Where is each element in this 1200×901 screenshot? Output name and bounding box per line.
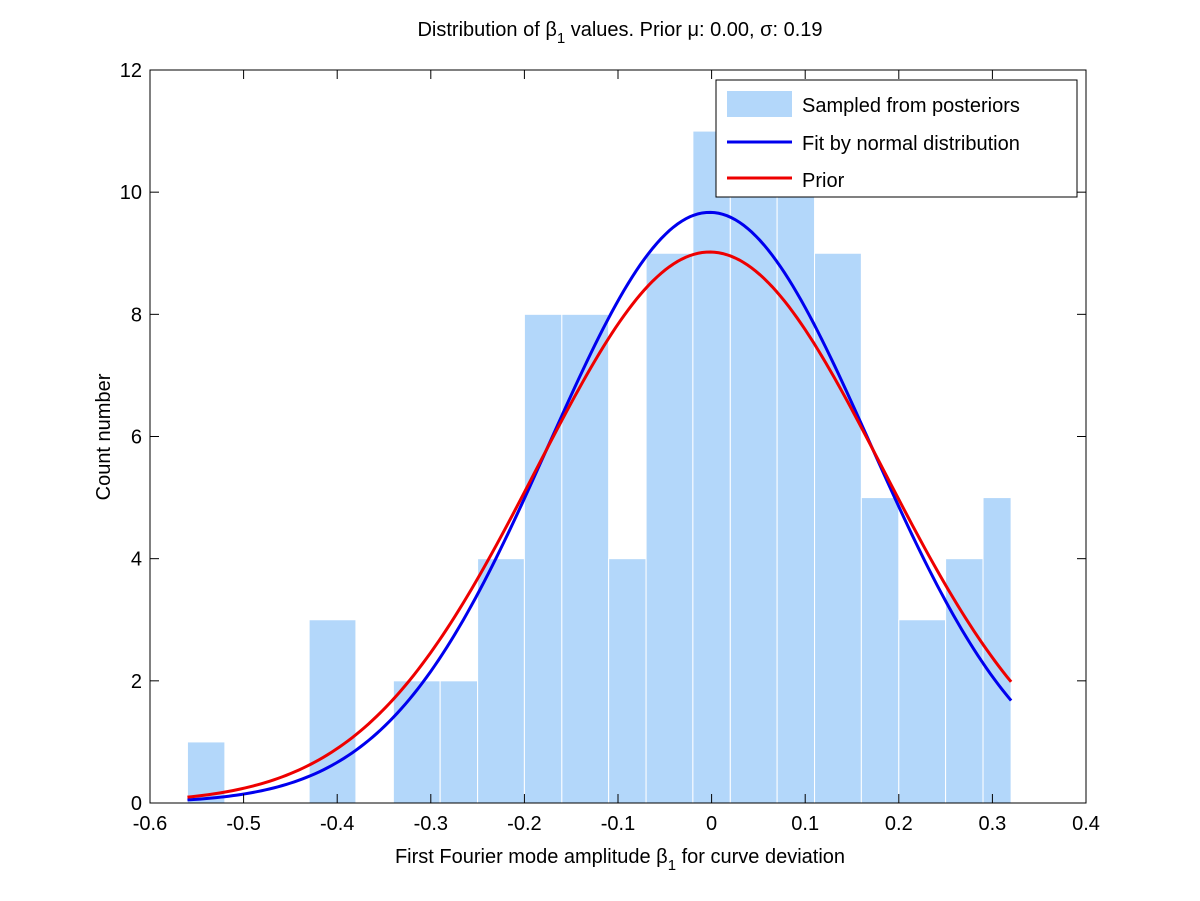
title-subscript: 1: [557, 30, 565, 47]
legend-label-fit: Fit by normal distribution: [802, 133, 1020, 155]
x-axis-label: First Fourier mode amplitude β1 for curv…: [395, 846, 845, 874]
title-text: Distribution of: [417, 19, 545, 41]
chart-title: Distribution of β1 values. Prior μ: 0.00…: [417, 19, 822, 47]
x-tick-label: -0.5: [226, 813, 260, 835]
x-tick-label: -0.1: [601, 813, 635, 835]
xlabel-subscript: 1: [668, 857, 676, 874]
prior-curve: [187, 250, 1013, 799]
histogram-bar: [645, 252, 694, 804]
legend-swatch-histogram: [727, 91, 792, 117]
x-tick-label: -0.2: [507, 813, 541, 835]
histogram-bar: [945, 558, 984, 804]
title-rest: values. Prior μ: 0.00, σ: 0.19: [565, 19, 822, 41]
histogram-bar: [814, 252, 862, 804]
y-tick-label: 0: [131, 793, 142, 815]
histogram-bar: [898, 619, 947, 804]
histogram-bar: [523, 313, 563, 804]
x-tick-label: 0.2: [885, 813, 913, 835]
x-tick-label: -0.4: [320, 813, 354, 835]
y-tick-label: 10: [120, 182, 142, 204]
xlabel-rest: for curve deviation: [676, 846, 845, 868]
y-tick-label: 2: [131, 671, 142, 693]
histogram-bar: [561, 313, 610, 804]
title-beta: β: [545, 19, 557, 41]
y-tick-label: 12: [120, 60, 142, 82]
histogram-bars: [186, 130, 1012, 804]
histogram-bar: [392, 680, 441, 804]
xlabel-beta: β: [656, 846, 668, 868]
legend-label-histogram: Sampled from posteriors: [802, 95, 1020, 117]
y-tick-label: 8: [131, 304, 142, 326]
x-tick-label: 0.1: [791, 813, 819, 835]
x-tick-label: 0: [706, 813, 717, 835]
histogram-bar: [439, 680, 479, 804]
curves: [187, 210, 1013, 802]
y-tick-label: 6: [131, 427, 142, 449]
xlabel-text: First Fourier mode amplitude: [395, 846, 656, 868]
histogram-bar: [308, 619, 357, 804]
legend: Sampled from posteriors Fit by normal di…: [715, 79, 1078, 198]
y-axis-label: Count number: [93, 373, 115, 500]
axis-ticks: -0.6 -0.5 -0.4 -0.3 -0.2 -0.1 0 0.1 0.2 0.3 0.4 0 2 4…: [120, 60, 1100, 835]
x-tick-label: -0.6: [133, 813, 167, 835]
x-tick-label: -0.3: [414, 813, 448, 835]
histogram-bar: [860, 497, 900, 804]
y-tick-label: 4: [131, 549, 142, 571]
x-tick-label: 0.4: [1072, 813, 1100, 835]
x-tick-label: 0.3: [978, 813, 1006, 835]
histogram-bar: [776, 191, 816, 804]
legend-label-prior: Prior: [802, 170, 845, 192]
histogram-bar: [729, 191, 778, 804]
histogram-bar: [692, 130, 731, 804]
histogram-bar: [608, 558, 647, 804]
histogram-bar: [477, 558, 525, 804]
